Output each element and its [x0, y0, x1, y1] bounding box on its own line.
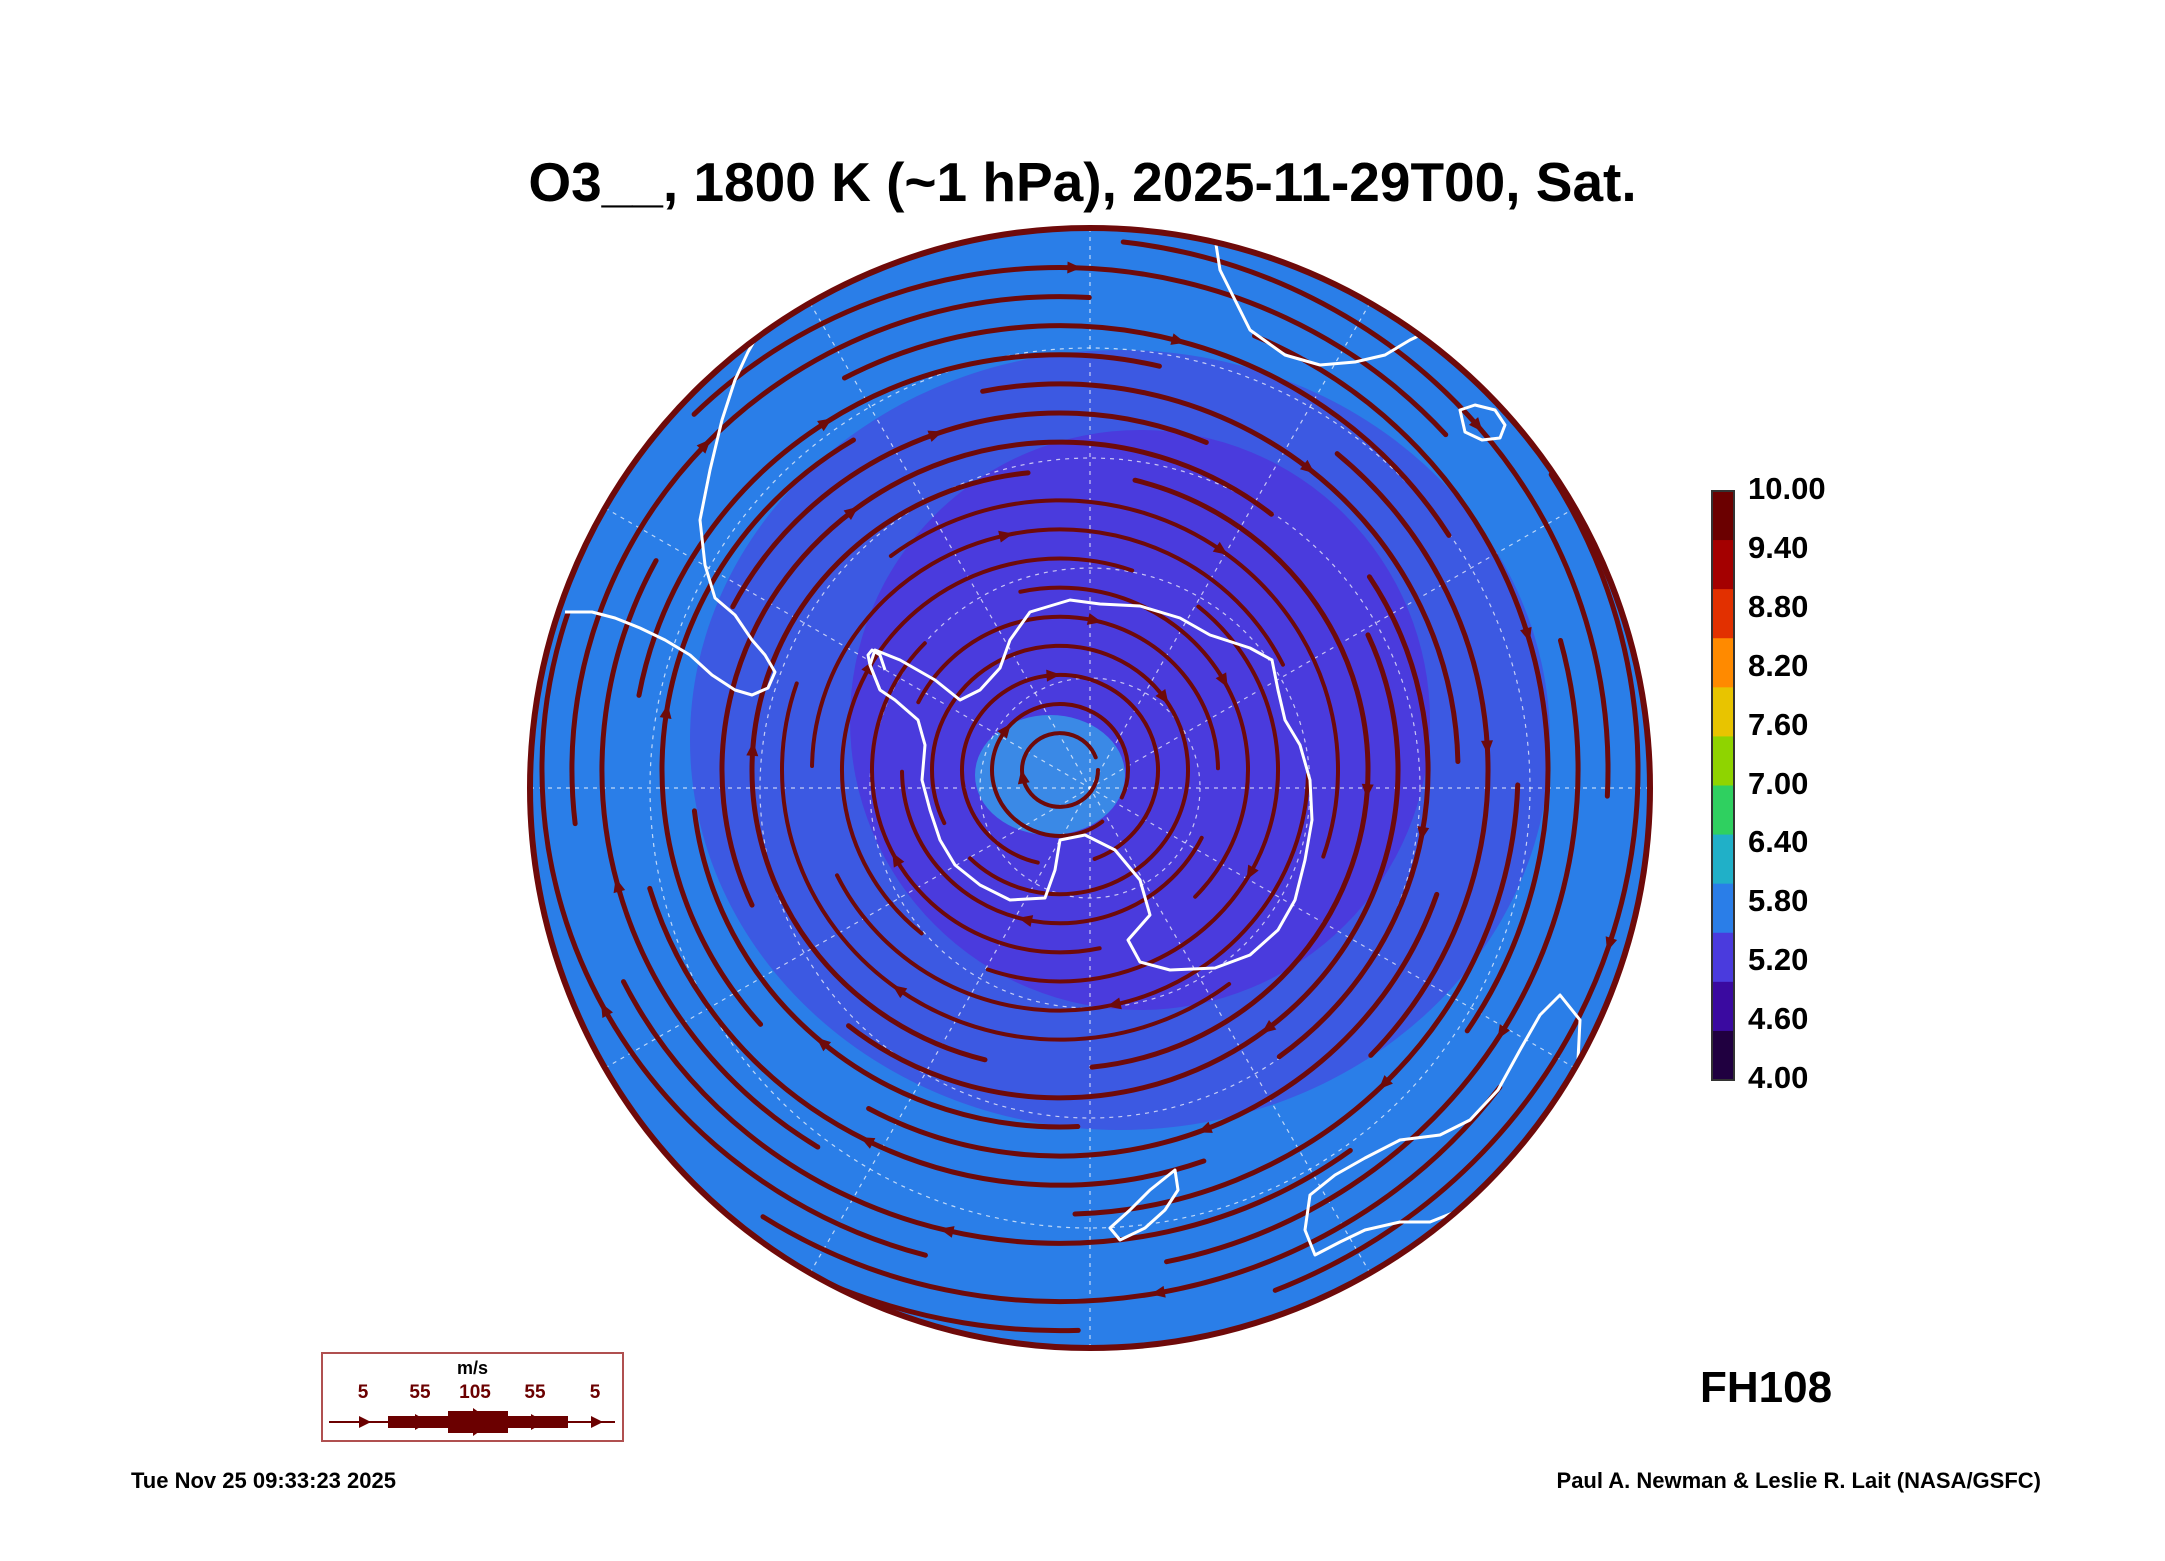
forecast-hour-label: FH108 [1700, 1363, 1833, 1412]
streamline-arrow [1468, 417, 1483, 432]
colorbar-swatch [1712, 540, 1734, 590]
streamline-arrow [1410, 285, 1426, 299]
colorbar-tick-label: 9.40 [1748, 529, 1809, 565]
meridian-line [604, 507, 1576, 1069]
colorbar-tick-label: 5.20 [1748, 942, 1809, 978]
colorbar-tick-label: 4.60 [1748, 1001, 1809, 1037]
colorbar-swatch [1712, 981, 1734, 1032]
wind-scale-tick: 55 [524, 1382, 546, 1403]
streamline-arrow [1155, 689, 1169, 704]
streamline-arrow [892, 985, 908, 999]
streamline-arrow [817, 418, 833, 432]
streamline-arrow [1261, 1020, 1277, 1034]
streamline-arrow [1212, 541, 1228, 555]
colorbar-tick-label: 5.80 [1748, 883, 1809, 919]
streamline-arrow [1497, 1024, 1510, 1040]
colorbar-tick-label: 6.40 [1748, 824, 1809, 860]
streamline-arrow [613, 878, 626, 894]
streamline-arrow [1106, 997, 1122, 1010]
colorbar-swatch [1712, 638, 1734, 688]
map-title: O3__, 1800 K (~1 hPa), 2025-11-29T00, Sa… [528, 151, 1637, 213]
streamline-arrow [746, 741, 759, 757]
globe-outline [527, 225, 1653, 1351]
streamline-arrow [1017, 769, 1030, 785]
colorbar-swatch [1712, 883, 1734, 934]
streamline-arrow [997, 723, 1011, 739]
streamline-arrow [1018, 915, 1034, 927]
streamline-arrow [601, 1002, 613, 1019]
colorbar-swatch [1712, 834, 1734, 885]
streamline-arrow [843, 506, 859, 520]
streamline-arrow [624, 1138, 639, 1154]
colorbar-tick-label: 7.60 [1748, 706, 1809, 742]
africa-coastline [1213, 237, 1436, 367]
wind-scale-legend: m/s 5 55 105 55 5 [321, 1352, 624, 1442]
streamline-arrow [1067, 261, 1082, 274]
colorbar-tick-label: 7.00 [1748, 765, 1809, 801]
streamline-arrow [816, 1037, 832, 1052]
timestamp: Tue Nov 25 09:33:23 2025 [131, 1468, 396, 1493]
wind-scale-tick: 105 [459, 1382, 491, 1403]
wind-scale-unit: m/s [456, 1358, 489, 1378]
streamline-arrow [939, 1226, 955, 1238]
south-america-coastline [565, 321, 777, 697]
streamline-arrow [1197, 1121, 1213, 1133]
streamline-arrow [1481, 740, 1493, 755]
streamline-arrow [1361, 783, 1374, 799]
vortex-core-fill [850, 430, 1430, 1010]
streamline-arrow [659, 704, 672, 719]
ozone-field [449, 228, 1650, 1348]
wind-scale-tick: 5 [357, 1382, 369, 1403]
streamline-arrow [1150, 1285, 1166, 1298]
credit-line: Paul A. Newman & Leslie R. Lait (NASA/GS… [1556, 1468, 2041, 1493]
colorbar-swatch [1712, 589, 1734, 639]
wind-scale-tick: 5 [589, 1382, 601, 1403]
wind-scale-bar [329, 1408, 615, 1436]
streamline-arrow [1170, 333, 1186, 345]
streamline-arrow [536, 584, 548, 600]
streamline-arrow [860, 1137, 876, 1149]
colorbar-swatch [1712, 932, 1734, 983]
streamline-arrow [998, 530, 1014, 543]
antarctic-peninsula [866, 648, 887, 691]
streamline-arrow [1299, 459, 1315, 474]
streamline-arrow [1417, 826, 1430, 841]
streamline-arrow [892, 852, 905, 868]
streamline-arrow [1246, 864, 1259, 880]
streamline-arrow [1086, 613, 1102, 625]
wind-scale-tick: 55 [409, 1382, 431, 1403]
colorbar-swatch [1712, 736, 1734, 786]
colorbar [1711, 490, 1735, 1081]
streamline-arrow [1215, 672, 1228, 688]
new-zealand-coastline [1108, 1168, 1180, 1242]
streamline-arrow [1520, 626, 1532, 643]
streamline-arrow [1605, 936, 1618, 952]
streamline-arrow [696, 439, 711, 454]
latitude-circle [759, 457, 1421, 1119]
colorbar-swatch [1712, 687, 1734, 737]
colorbar-tick-label: 4.00 [1748, 1060, 1809, 1095]
streamline-arrow [927, 430, 943, 442]
colorbar-swatch [1712, 785, 1734, 836]
colorbar-tick-label: 10.00 [1748, 471, 1826, 506]
colorbar-swatch [1712, 491, 1734, 541]
streamline-arrow [449, 698, 462, 713]
colorbar-tick-label: 8.80 [1748, 588, 1809, 624]
streamline-arrow [1046, 669, 1061, 682]
colorbar-tick-label: 8.20 [1748, 647, 1809, 683]
colorbar-swatch [1712, 1030, 1734, 1081]
colorbar-frame [1711, 490, 1735, 1081]
streamline-arrow [1378, 1075, 1393, 1090]
madagascar-coastline [1458, 403, 1507, 442]
streamline-arrow [933, 228, 949, 229]
antarctica-coastline [868, 598, 1314, 972]
